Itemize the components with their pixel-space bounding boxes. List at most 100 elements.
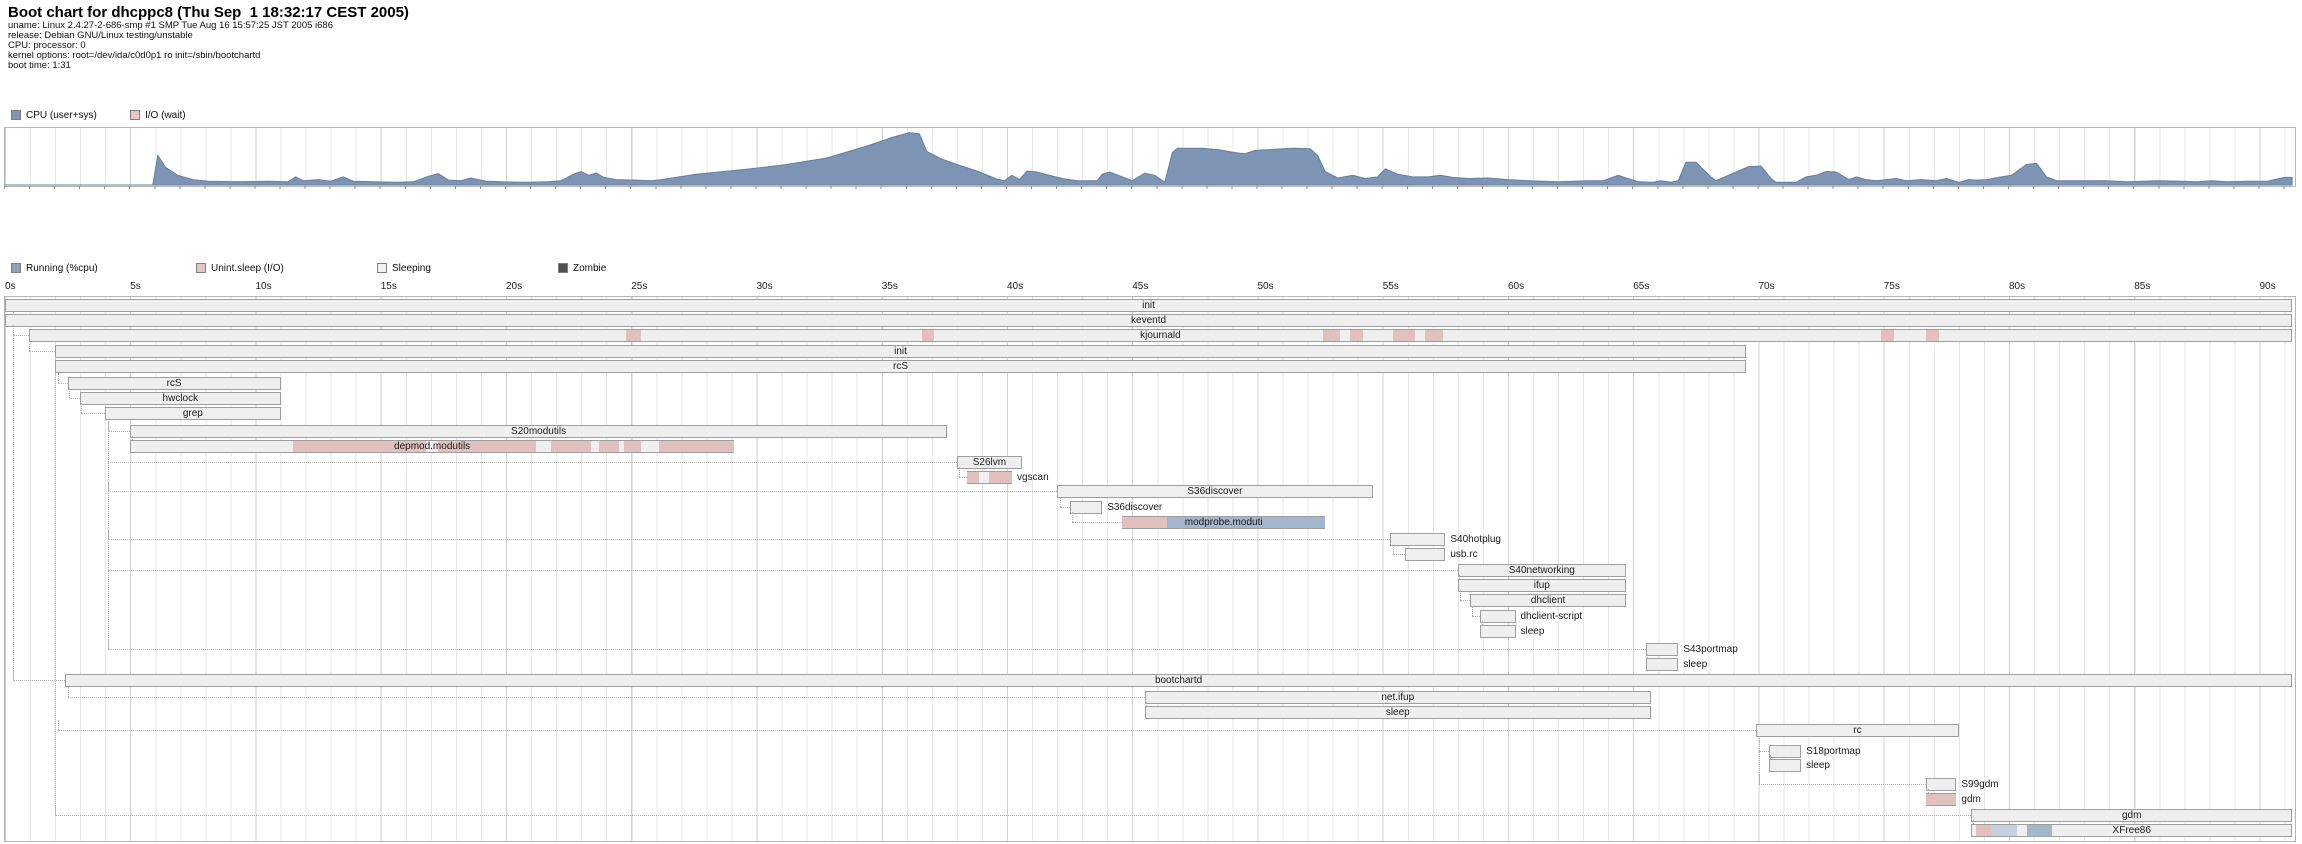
process-label: ifup [1533,580,1550,591]
process-connector-stub [57,720,59,730]
process-connector-stub [1758,741,1760,751]
process-label: S43portmap [1683,644,1738,655]
axis-tick-label: 35s [881,281,898,292]
process-state-segment-io [438,441,537,452]
process-label: vgscan [1017,472,1049,483]
axis-tick-label: 80s [2009,281,2026,292]
axis-tick-label: 75s [1883,281,1900,292]
process-bar [130,425,947,438]
page-title: Boot chart for dhcppc8 (Thu Sep 1 18:32:… [8,4,409,21]
process-bar [80,392,281,405]
process-connector [959,477,967,478]
process-connector-stub [107,421,109,431]
process-label: S26lvm [972,457,1007,468]
process-connector [67,697,1145,698]
process-state-segment-run [1167,517,1326,528]
axis-tick-label: 45s [1132,281,1149,292]
process-state-segment-run_light [1991,825,2017,836]
process-label: sleep [1385,707,1410,718]
process-label: dhclient [1530,595,1566,606]
process-state-segment-io [1392,330,1416,341]
meta-boot-time: boot time: 1:31 [8,60,71,71]
process-connector-stub [107,452,109,462]
process-state-segment-io [1926,794,1957,805]
process-bar [55,360,1746,373]
cpu-usage-chart [4,127,2296,187]
process-bar [130,440,734,453]
axis-tick-label: 55s [1382,281,1399,292]
process-label: dhclient-script [1520,611,1583,622]
process-label: gdm [1961,794,1981,805]
process-bar [1457,579,1626,592]
process-label: bootchartd [1154,675,1203,686]
process-label: S40networking [1508,565,1575,576]
process-bar [1122,516,1326,529]
process-connector-stub [12,670,14,680]
process-connector-stub [1072,512,1074,522]
process-connector [1471,616,1481,617]
process-bar [5,314,2293,327]
process-connector [107,491,1058,492]
process-bar [1069,501,1103,514]
cpu-chart-tick-marks [4,186,2294,189]
process-connector [107,462,957,463]
process-bar [1144,706,1651,719]
process-label: S40hotplug [1450,534,1501,545]
process-bar [1480,610,1516,623]
meta-release: release: Debian GNU/Linux testing/unstab… [8,30,193,41]
process-connector-stub [55,805,57,815]
process-connector-stub [1471,606,1473,616]
process-connector [81,413,106,414]
cpu-area-series [5,132,2293,186]
cpu-legend-label: CPU (user+sys) [26,110,97,121]
process-state-segment-io [658,441,734,452]
process-label: gdm [2122,810,2142,821]
process-connector [1758,751,1769,752]
proc-legend-swatch [196,263,206,273]
process-state-segment-io [1976,825,1992,836]
process-connector-stub [57,373,59,383]
process-tree-chart: init keventd kjournald init rcS rcS hwclock gre… [4,296,2296,842]
process-bar [1405,548,1446,561]
process-label: sleep [1520,626,1545,637]
process-bar [1768,745,1802,758]
process-connector [1460,600,1471,601]
axis-tick-label: 20s [506,281,523,292]
meta-cpu: CPU: processor: 0 [8,40,86,51]
process-state-segment-io [598,441,619,452]
process-state-segment-io [1322,330,1341,341]
time-axis: 0s 5s 10s 15s 20s 25s 30s 35s 40s 45s 50s 55s 60s 65s… [4,281,2294,294]
process-connector [68,398,81,399]
process-bar [1390,533,1446,546]
process-connector-stub [67,687,69,697]
process-connector-stub [107,529,109,539]
process-bar [105,407,281,420]
process-state-segment-io [293,441,426,452]
process-state-segment-io [1122,517,1168,528]
process-label: rcS [166,378,182,389]
proc-legend-swatch [558,263,568,273]
cpu-legend-label: I/O (wait) [145,110,186,121]
process-label: kjournald [1140,330,1181,341]
process-connector-stub [12,325,14,335]
process-label: sleep [1806,760,1830,771]
process-state-segment-run [2026,825,2052,836]
process-bar [1926,793,1957,806]
cpu-chart-legend: CPU (user+sys) I/O (wait) [0,110,2302,122]
process-state-segment-io [623,441,642,452]
process-connector [55,815,1972,816]
axis-tick-label: 10s [255,281,272,292]
axis-tick-label: 70s [1758,281,1775,292]
axis-tick-label: 60s [1508,281,1525,292]
process-label: hwclock [162,393,199,404]
process-state-segment-io [1350,330,1363,341]
axis-tick-label: 85s [2134,281,2151,292]
process-chart-legend: Running (%cpu) Unint.sleep (I/O) Sleeping Z… [0,263,2302,275]
cpu-legend-swatch [11,110,21,120]
process-label: XFree86 [2112,825,2151,836]
process-state-segment-io [1881,330,1894,341]
axis-tick-label: 40s [1007,281,1024,292]
process-bar [65,674,2293,687]
proc-legend-label: Running (%cpu) [26,263,98,274]
process-bar [1457,564,1626,577]
